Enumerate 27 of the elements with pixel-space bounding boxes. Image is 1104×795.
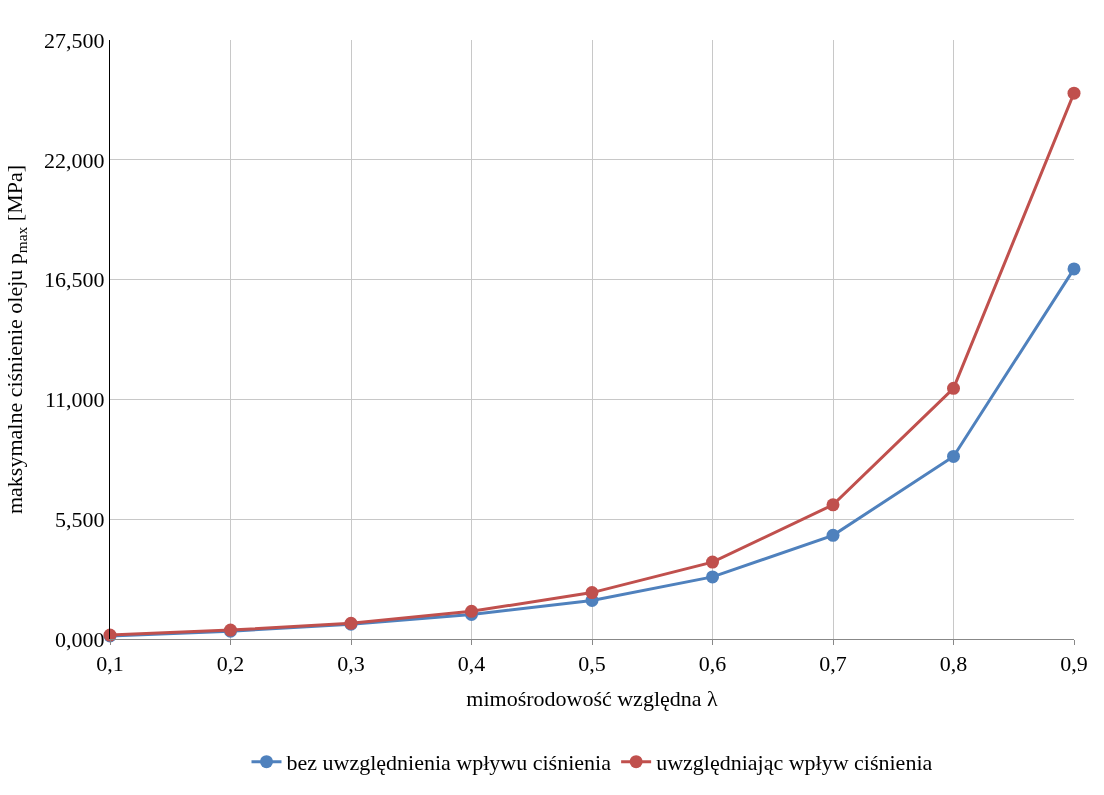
legend-label: bez uwzględnienia wpływu ciśnienia [286, 750, 612, 776]
y-tick-label: 27,500 [44, 27, 105, 53]
x-tick-label: 0,9 [1060, 651, 1088, 677]
x-tick-label: 0,7 [819, 651, 847, 677]
x-tick-label: 0,5 [578, 651, 606, 677]
x-tick-label: 0,1 [96, 651, 124, 677]
point [585, 586, 599, 600]
y-tick-label: 0,000 [55, 626, 105, 652]
x-tick-label: 0,2 [216, 651, 245, 677]
x-axis-title: mimośrodowość względna λ [466, 686, 719, 712]
y-tick-label: 16,500 [44, 267, 105, 293]
y-tick-label: 22,000 [44, 147, 105, 173]
legend-label: uwzględniając wpływ ciśnienia [656, 750, 933, 776]
point [1067, 86, 1081, 100]
point [706, 570, 719, 584]
point [947, 381, 960, 395]
x-tick-label: 0,4 [457, 651, 486, 677]
x-tick-label: 0,3 [337, 651, 365, 677]
point [947, 449, 960, 463]
point [826, 528, 840, 542]
point [706, 555, 719, 569]
x-tick-label: 0,8 [939, 651, 968, 677]
y-tick-label: 5,500 [55, 506, 105, 532]
y-tick-label: 11,000 [44, 387, 105, 413]
point [1067, 262, 1081, 276]
x-tick-label: 0,6 [698, 651, 727, 677]
point [826, 498, 840, 512]
